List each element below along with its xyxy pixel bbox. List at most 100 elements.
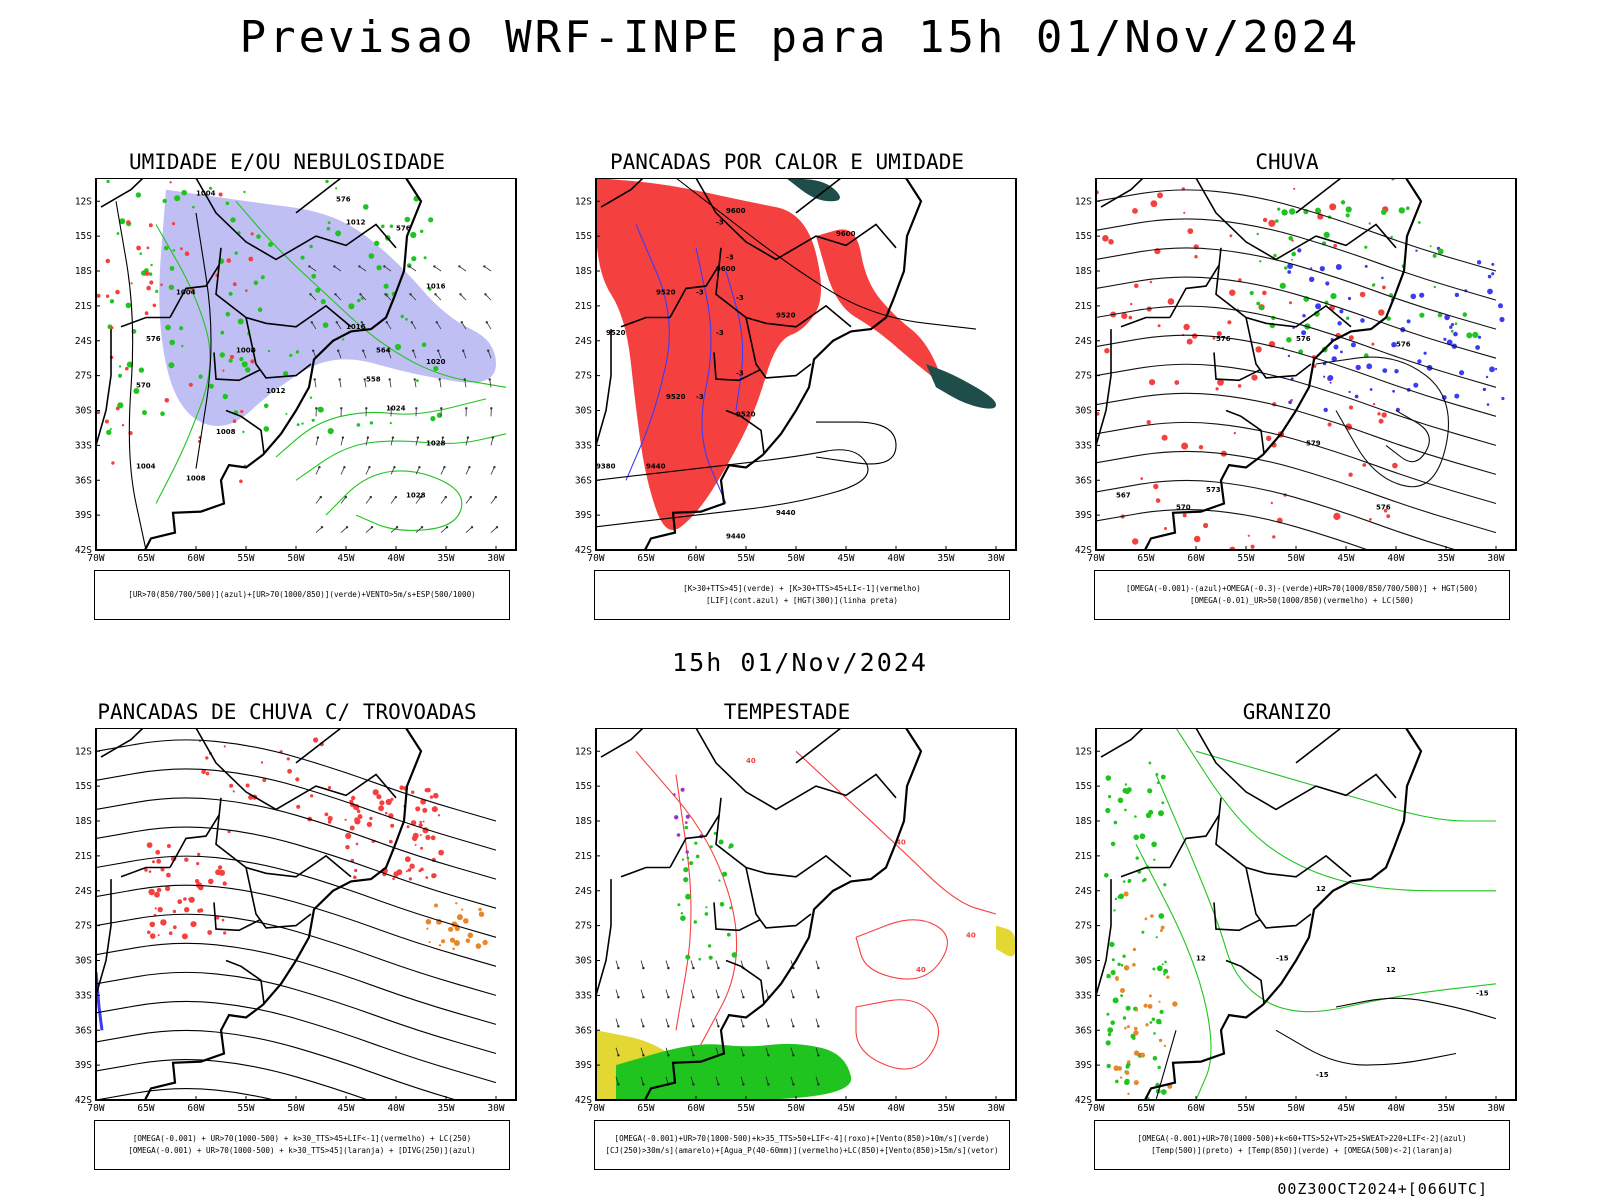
humidity-lower-blob <box>389 422 392 425</box>
rain-area <box>1327 422 1332 427</box>
omega-area <box>1486 403 1490 406</box>
wind-vector-head <box>434 293 437 296</box>
storm-area-coast <box>419 834 422 836</box>
rain-area <box>1140 477 1143 480</box>
lc850-streamline <box>675 774 692 1031</box>
wind-vector <box>390 526 398 533</box>
wind-vector <box>715 960 719 969</box>
wind-vector-head <box>459 293 462 296</box>
wind-vector-head <box>413 378 416 381</box>
rain-area <box>1227 320 1232 325</box>
omega-strong-area <box>1406 206 1410 210</box>
thickness-contour-bit <box>136 245 141 251</box>
legend-line: [OMEGA(-0.001) + UR>70(1000-500) + k>30_… <box>128 1146 476 1155</box>
omega-strong-area <box>1256 301 1261 306</box>
wind-vector-head <box>792 1025 795 1028</box>
temp850-bit <box>1163 968 1169 974</box>
lif-contour <box>725 270 744 411</box>
wind-vector <box>334 266 342 272</box>
panel-pancadas-calor: PANCADAS POR CALOR E UMIDADE 9600 9600 960… <box>552 150 1022 640</box>
lat-tick-label: 33S <box>75 990 92 1001</box>
humidity-lower-blob <box>109 299 115 304</box>
wind-vector <box>465 526 473 533</box>
legend-box: [OMEGA(-0.001)+UR>70(1000-500)+k>35_TTS>… <box>594 1120 1010 1170</box>
lif-contour <box>695 247 727 504</box>
wind-vector-head <box>642 1025 645 1028</box>
omega500-area <box>1150 914 1154 918</box>
wind-vector <box>489 379 492 388</box>
state-border <box>225 959 265 1004</box>
omega-strong-area <box>1466 332 1473 339</box>
state-border <box>596 879 612 1002</box>
humidity-lower-blob <box>230 217 236 223</box>
streamline <box>96 1029 458 1100</box>
wind850-area-north <box>704 912 709 916</box>
hgt500-contour <box>1385 410 1430 463</box>
lon-tick-label: 50W <box>787 1103 804 1114</box>
omega-strong-area <box>1381 209 1387 215</box>
humidity-lower-blob <box>327 428 334 435</box>
wind-vector-head <box>642 1054 645 1057</box>
lon-tick-label: 35W <box>937 553 954 564</box>
storm-area <box>190 921 197 928</box>
legend-line: [OMEGA(-0.001)+UR>70(1000-500)+k<60+TTS>… <box>1137 1134 1467 1143</box>
wind-vector <box>390 437 394 446</box>
omega-area <box>1454 292 1460 298</box>
convection-area <box>461 908 464 911</box>
omega-area <box>1476 260 1482 265</box>
streamline <box>1096 276 1497 359</box>
storm-area-north <box>287 768 292 774</box>
omega500-area <box>1123 891 1129 897</box>
humidity-lower-blob <box>118 373 122 378</box>
streamline <box>1096 421 1497 505</box>
rain-area <box>1266 435 1272 441</box>
storm-area-coast <box>392 877 395 880</box>
humidity-lower-blob <box>433 365 439 372</box>
state-border <box>1120 866 1170 878</box>
omega-area <box>1419 292 1425 298</box>
storm-area <box>172 909 177 914</box>
wind-vector-head <box>767 1083 770 1086</box>
contour-label: 1004 <box>196 189 216 197</box>
lon-tick-label: 65W <box>1137 1103 1154 1114</box>
wind-vector <box>359 266 367 272</box>
lat-tick-label: 36S <box>1075 475 1092 486</box>
omega500-area <box>1127 1092 1130 1095</box>
temp850-bit <box>1124 808 1127 812</box>
wind-vector-head <box>358 265 361 268</box>
storm-area <box>166 872 171 878</box>
lon-tick-label: 60W <box>187 553 204 564</box>
wind-vector <box>364 379 367 388</box>
wind-vector <box>337 350 342 359</box>
omega-strong-area <box>1386 316 1391 321</box>
storm-area-coast <box>345 832 352 839</box>
storm-area <box>146 842 153 848</box>
state-border <box>215 797 352 878</box>
wind-vector-head <box>365 407 368 410</box>
lon-tick-label: 65W <box>137 1103 154 1114</box>
omega-area <box>1355 364 1361 371</box>
temp850-bit <box>1105 775 1112 781</box>
wind-vector <box>365 467 370 475</box>
legend-line: [OMEGA(-0.001) + UR>70(1000-500) + k>30_… <box>132 1134 472 1143</box>
omega500-area <box>1133 1080 1139 1086</box>
omega-area <box>1485 375 1489 379</box>
lon-tick-label: 40W <box>1387 1103 1404 1114</box>
wind-vector-head <box>667 1025 670 1028</box>
wind850-area-north <box>680 915 686 921</box>
omega500-area <box>1124 1026 1127 1030</box>
humidity-lower-blob <box>381 224 385 229</box>
wind-vector-head <box>438 378 441 381</box>
thickness-contour-bit <box>104 419 109 424</box>
wind-vector-head <box>409 293 412 296</box>
storm-area <box>196 862 200 866</box>
state-border <box>1245 867 1312 929</box>
omega-area <box>1449 325 1453 329</box>
isobar-line <box>325 470 463 531</box>
rain-area <box>1348 405 1354 410</box>
wind-vector-head <box>444 495 447 499</box>
rain-area <box>1203 522 1209 529</box>
temp850-bit <box>1156 1018 1162 1025</box>
rain-area <box>1121 312 1128 319</box>
storm-area <box>165 885 171 892</box>
